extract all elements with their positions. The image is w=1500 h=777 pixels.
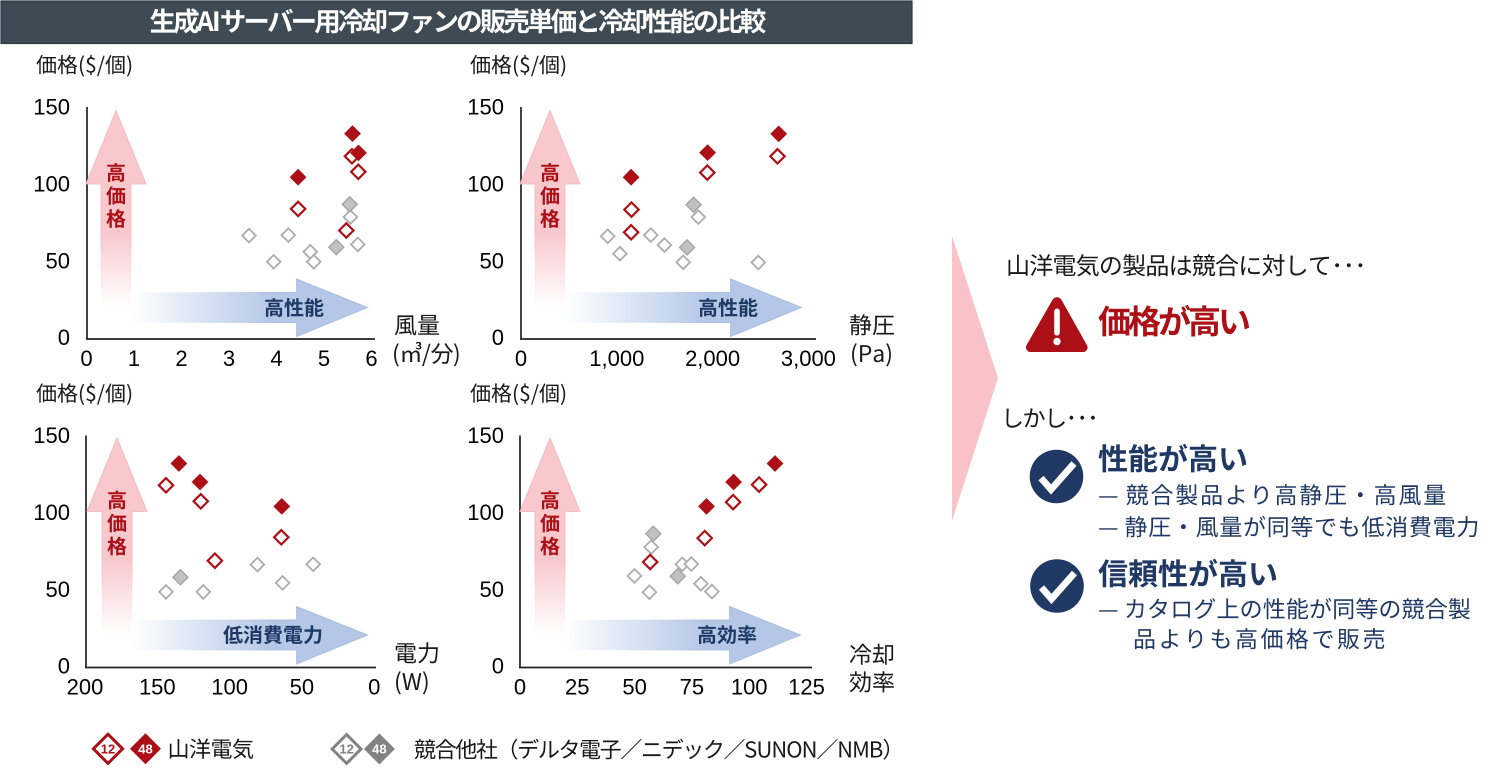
- svg-text:125: 125: [788, 675, 825, 700]
- svg-text:6: 6: [365, 346, 377, 371]
- svg-text:1: 1: [128, 346, 140, 371]
- svg-text:100: 100: [33, 171, 70, 196]
- svg-text:50: 50: [290, 675, 314, 700]
- svg-text:150: 150: [33, 423, 70, 448]
- svg-text:100: 100: [33, 500, 70, 525]
- svg-text:4: 4: [270, 346, 282, 371]
- svg-text:100: 100: [731, 675, 768, 700]
- svg-text:0: 0: [514, 675, 526, 700]
- svg-text:0: 0: [368, 675, 380, 700]
- svg-text:48: 48: [138, 742, 152, 757]
- svg-text:50: 50: [46, 577, 70, 602]
- svg-text:2: 2: [175, 346, 187, 371]
- svg-text:0: 0: [515, 346, 527, 371]
- svg-text:75: 75: [680, 675, 704, 700]
- svg-text:50: 50: [622, 675, 646, 700]
- svg-text:0: 0: [58, 654, 70, 679]
- svg-text:12: 12: [101, 742, 115, 757]
- svg-text:0: 0: [492, 325, 504, 350]
- svg-text:150: 150: [33, 95, 70, 120]
- svg-text:50: 50: [480, 577, 504, 602]
- svg-text:100: 100: [467, 171, 504, 196]
- svg-text:100: 100: [211, 675, 248, 700]
- svg-text:150: 150: [139, 675, 176, 700]
- svg-text:50: 50: [480, 248, 504, 273]
- svg-text:3,000: 3,000: [781, 346, 836, 371]
- svg-text:0: 0: [80, 346, 92, 371]
- svg-text:200: 200: [67, 675, 104, 700]
- svg-text:48: 48: [372, 742, 386, 757]
- svg-text:12: 12: [339, 742, 353, 757]
- svg-text:3: 3: [223, 346, 235, 371]
- svg-text:50: 50: [46, 248, 70, 273]
- svg-text:2,000: 2,000: [685, 346, 740, 371]
- svg-text:150: 150: [467, 423, 504, 448]
- svg-text:0: 0: [58, 325, 70, 350]
- svg-text:5: 5: [318, 346, 330, 371]
- svg-text:25: 25: [565, 675, 589, 700]
- svg-text:1,000: 1,000: [589, 346, 644, 371]
- svg-text:100: 100: [467, 500, 504, 525]
- svg-text:150: 150: [467, 95, 504, 120]
- svg-text:0: 0: [492, 654, 504, 679]
